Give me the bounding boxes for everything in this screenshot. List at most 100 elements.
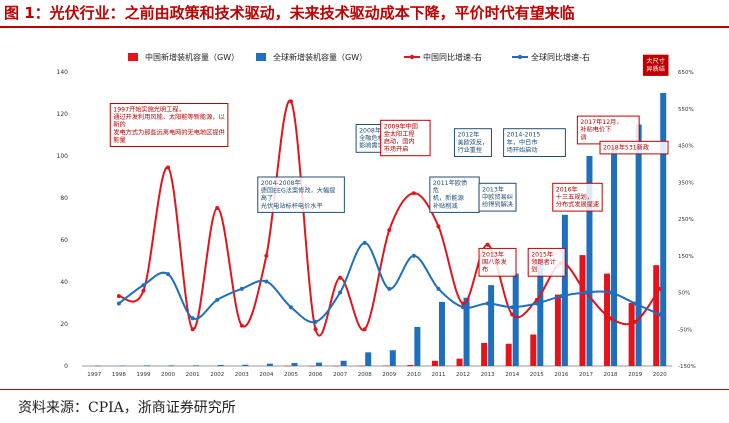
x-tick-label: 2007 <box>333 372 347 378</box>
annotation-box <box>453 128 492 157</box>
x-tick-label: 2018 <box>604 372 618 378</box>
y-right-tick-label: -50% <box>678 327 692 333</box>
y-right-tick-label: 350% <box>678 180 694 186</box>
annotation-text: 2015年 <box>531 250 553 258</box>
annotation-text: 2017年12月， <box>580 118 622 126</box>
global-bar <box>660 93 667 366</box>
global-bar <box>94 365 101 367</box>
china-growth-point <box>633 319 638 324</box>
annotation-text: 大尺寸 <box>646 57 665 65</box>
x-tick-label: 2017 <box>579 372 593 378</box>
annotation-box <box>380 119 431 157</box>
annotation-text: 补贴电价下 <box>580 126 611 134</box>
legend-label: 中国新增装机容量（GW） <box>145 52 239 62</box>
china-bar <box>579 255 586 366</box>
global-bar <box>242 364 249 366</box>
global-growth-point <box>436 286 441 291</box>
global-bar <box>512 273 519 366</box>
annotation-box <box>642 54 669 76</box>
annotation-text: 新的 <box>113 121 125 129</box>
x-tick-label: 2012 <box>456 372 470 378</box>
figure-title-bar: 图 1：光伏行业：之前由政策和技术驱动，未来技术驱动成本下降，平价时代有望来临 <box>0 0 729 28</box>
china-growth-point <box>313 327 318 332</box>
solar-installation-chart: 0 20 40 60 80 100 120 140 -150% -50% 50% 150% 250% 35… <box>57 52 696 378</box>
global-growth-point <box>239 286 244 291</box>
annotation-text: 1997开始实施光明工程， <box>113 106 184 114</box>
global-bar <box>438 301 445 366</box>
annotation-box <box>503 128 566 157</box>
annotation-text: 美欧双反， <box>457 138 488 146</box>
annotation-box <box>478 247 517 277</box>
global-growth-point <box>190 316 195 321</box>
global-growth-point <box>411 253 416 258</box>
global-bar <box>414 326 421 366</box>
china-bar <box>456 358 463 366</box>
global-growth-point <box>461 305 466 310</box>
legend-marker <box>409 54 415 60</box>
global-growth-point <box>166 272 171 277</box>
global-growth-point <box>608 290 613 295</box>
annotation-text: 2004-2008年 <box>261 179 301 187</box>
china-growth-point <box>436 224 441 229</box>
china-bar <box>382 365 389 367</box>
y-left-tick-label: 140 <box>57 69 69 76</box>
annotation-box <box>552 182 603 212</box>
global-bar <box>537 258 544 366</box>
global-bar <box>291 363 298 366</box>
x-tick-label: 2009 <box>382 372 396 378</box>
annotation-text: 通过开发利用风能、太阳能等新能源，以 <box>113 113 224 121</box>
source-note: 资料来源：CPIA，浙商证券研究所 <box>18 400 236 416</box>
china-growth-point <box>534 297 539 302</box>
y-left-tick-label: 100 <box>57 153 69 160</box>
annotation-text: 场开始启动 <box>507 146 538 154</box>
annotation-text: 启动，国内 <box>384 138 415 146</box>
annotation-box <box>429 176 480 213</box>
global-growth-point <box>559 294 564 299</box>
global-growth-point <box>387 286 392 291</box>
legend-swatch <box>256 53 266 61</box>
y-right-tick-label: 250% <box>678 217 694 223</box>
china-bar <box>628 303 635 366</box>
global-growth-point <box>657 312 662 317</box>
global-bar <box>586 156 593 366</box>
global-bar <box>266 363 273 366</box>
annotation-text: 金太阳工程 <box>384 130 415 138</box>
global-bar <box>217 364 224 366</box>
china-bar <box>505 343 512 366</box>
figure-title: 图 1：光伏行业：之前由政策和技术驱动，未来技术驱动成本下降，平价时代有望来临 <box>4 4 575 22</box>
china-bar <box>333 365 340 367</box>
annotation-text: 纷得到解决 <box>482 201 513 209</box>
annotation-text: 2009年中国 <box>384 122 418 130</box>
x-tick-label: 2004 <box>259 372 273 378</box>
global-growth-point <box>510 305 515 310</box>
annotation-text: 2014-2015 <box>507 132 541 139</box>
annotation-text: 2013年 <box>482 250 504 258</box>
global-bar <box>168 365 175 366</box>
annotation-text: 2018年531新政 <box>603 143 649 151</box>
global-bar <box>193 365 200 366</box>
legend-marker <box>517 54 523 60</box>
china-bar <box>653 265 660 366</box>
x-tick-label: 2005 <box>284 372 298 378</box>
chart-container: 0 20 40 60 80 100 120 140 -150% -50% 50% 150% 250% 35… <box>0 36 729 381</box>
global-bar <box>611 147 618 366</box>
annotation-text: 2013年 <box>482 185 504 193</box>
y-left-tick-label: 20 <box>60 321 68 328</box>
x-tick-label: 2000 <box>161 372 175 378</box>
x-tick-label: 2008 <box>358 372 372 378</box>
china-bar <box>554 294 561 366</box>
global-growth-point <box>141 283 146 288</box>
annotation-text: 高了 <box>261 194 273 202</box>
y-right-tick-label: 550% <box>678 107 694 113</box>
global-growth-point <box>215 297 220 302</box>
china-growth-point <box>190 327 195 332</box>
annotation-text: 能量 <box>113 136 125 144</box>
x-tick-label: 2013 <box>481 372 495 378</box>
annotation-text: 2016年 <box>556 185 578 193</box>
y-left-tick-label: 40 <box>60 279 68 286</box>
x-tick-label: 1997 <box>87 372 101 378</box>
annotation-text: 补贴削减 <box>433 202 458 210</box>
annotation-text: 2011年欧债 <box>433 179 467 187</box>
legend-swatch <box>128 53 138 61</box>
annotation-text: 机，新能源 <box>433 194 464 202</box>
